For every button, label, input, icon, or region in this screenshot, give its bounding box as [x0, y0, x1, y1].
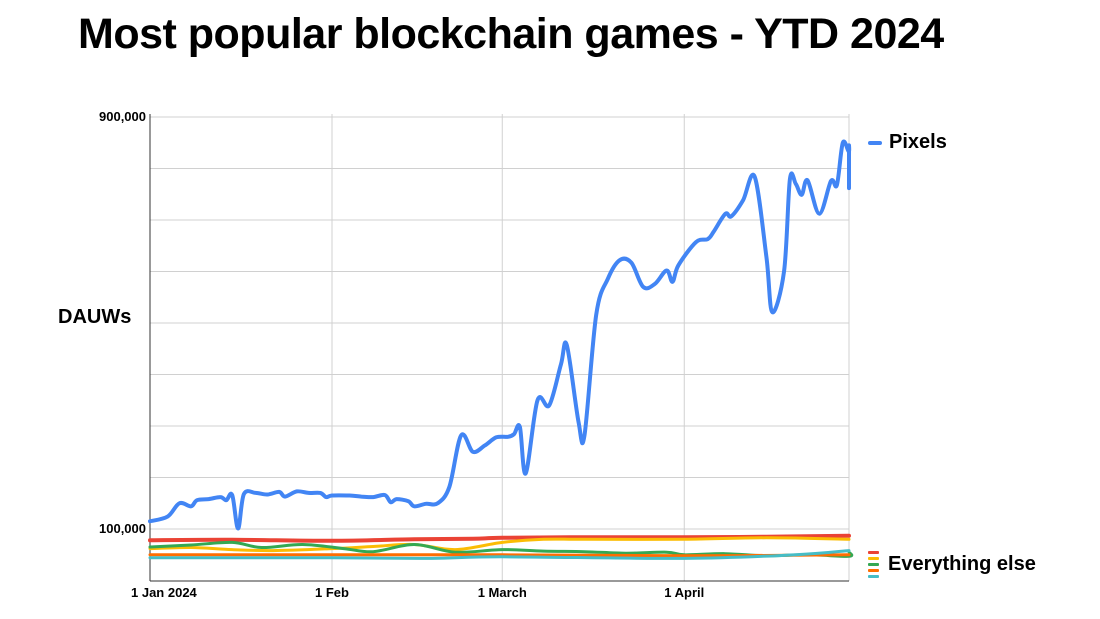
tick-labels: 1 Jan 2024 1 Feb 1 March 1 April 900,000 100,… [99, 109, 704, 600]
legend-everything-else-swatches [868, 549, 879, 579]
legend-pixels-label: Pixels [889, 131, 947, 153]
legend-everything-else-label: Everything else [888, 552, 1036, 575]
legend-swatch [868, 574, 879, 578]
series-line-0 [148, 139, 852, 531]
gridlines [149, 114, 850, 581]
x-tick-label: 1 Jan 2024 [131, 585, 198, 600]
x-tick-label: 1 March [478, 585, 527, 600]
legend-everything-else: Everything else [868, 549, 1036, 579]
legend-pixels: Pixels [868, 131, 947, 154]
legend-swatch [868, 550, 879, 554]
y-tick-label: 900,000 [99, 109, 146, 124]
chart-title: Most popular blockchain games - YTD 2024 [78, 10, 944, 58]
y-tick-label: 100,000 [99, 521, 146, 536]
axes [149, 114, 849, 582]
x-tick-label: 1 Feb [315, 585, 349, 600]
series-line-2 [148, 536, 851, 553]
series-line-4 [148, 553, 851, 558]
legend-swatch [868, 562, 879, 566]
legend-swatch [868, 556, 879, 560]
series-line-5 [148, 549, 851, 560]
legend-swatch [868, 568, 879, 572]
series-layer [148, 139, 854, 560]
legend-pixels-swatch [868, 140, 882, 145]
x-tick-label: 1 April [664, 585, 704, 600]
y-axis-label: DAUWs [58, 306, 132, 328]
